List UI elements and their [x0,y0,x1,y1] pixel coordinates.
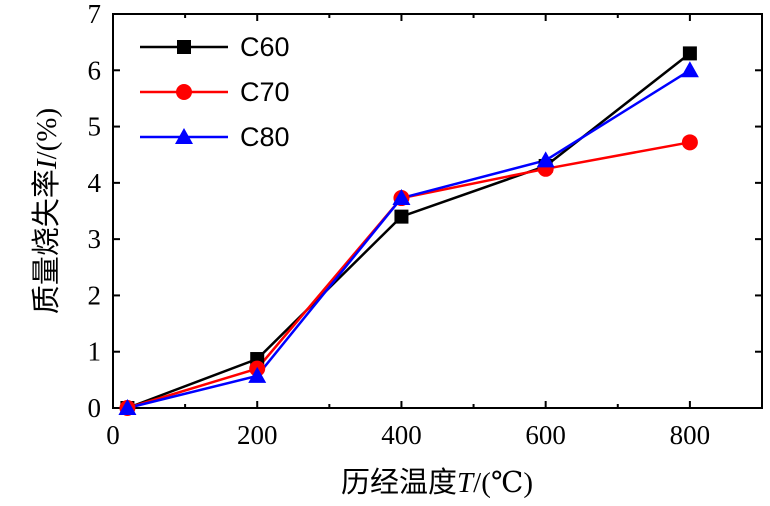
data-point-c80 [118,399,137,415]
data-point-c80 [392,189,411,206]
legend-marker-c80 [175,128,193,144]
legend: C60 C70 C80 [140,32,290,152]
y-axis-title: 质量烧失率I/(%) [30,108,63,314]
plot-frame [112,13,763,409]
data-point-c80 [680,61,699,78]
data-point-c80 [536,151,555,168]
legend-marker-c60 [177,40,191,54]
x-tick-label: 200 [237,420,278,450]
legend-label-c60: C60 [240,32,290,62]
data-point-c60 [682,46,697,61]
x-tick-label: 0 [106,420,120,450]
y-tick-label: 4 [88,168,102,198]
y-tick-label: 0 [88,393,102,423]
legend-marker-c70 [176,84,192,100]
legend-label-c70: C70 [240,77,290,107]
y-tick-label: 7 [88,0,102,29]
legend-label-c80: C80 [240,122,290,152]
data-point-c60 [394,209,409,224]
x-tick-label: 600 [525,420,566,450]
data-point-c80 [248,366,267,383]
series-line-c60 [126,52,691,410]
y-tick-label: 1 [88,337,102,367]
data-point-c70 [681,134,698,151]
series-group [118,46,699,416]
tick-group: 0 1 2 3 4 5 6 7 0 200 400 600 800 [88,0,763,450]
y-tick-label: 2 [88,280,102,310]
y-tick-label: 3 [88,224,102,254]
series-line-c70 [127,141,691,410]
y-tick-label: 6 [88,55,102,85]
series-line-c80 [127,69,691,410]
x-axis-title: 历经温度T/(℃) [341,466,533,499]
x-tick-label: 800 [670,420,711,450]
x-tick-label: 400 [381,420,422,450]
y-tick-label: 5 [88,112,102,142]
